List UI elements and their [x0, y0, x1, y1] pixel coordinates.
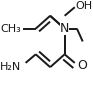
- Text: H₂N: H₂N: [0, 62, 21, 72]
- Text: N: N: [60, 22, 69, 35]
- Text: CH₃: CH₃: [1, 24, 21, 34]
- Text: OH: OH: [76, 1, 93, 11]
- Text: O: O: [78, 59, 88, 72]
